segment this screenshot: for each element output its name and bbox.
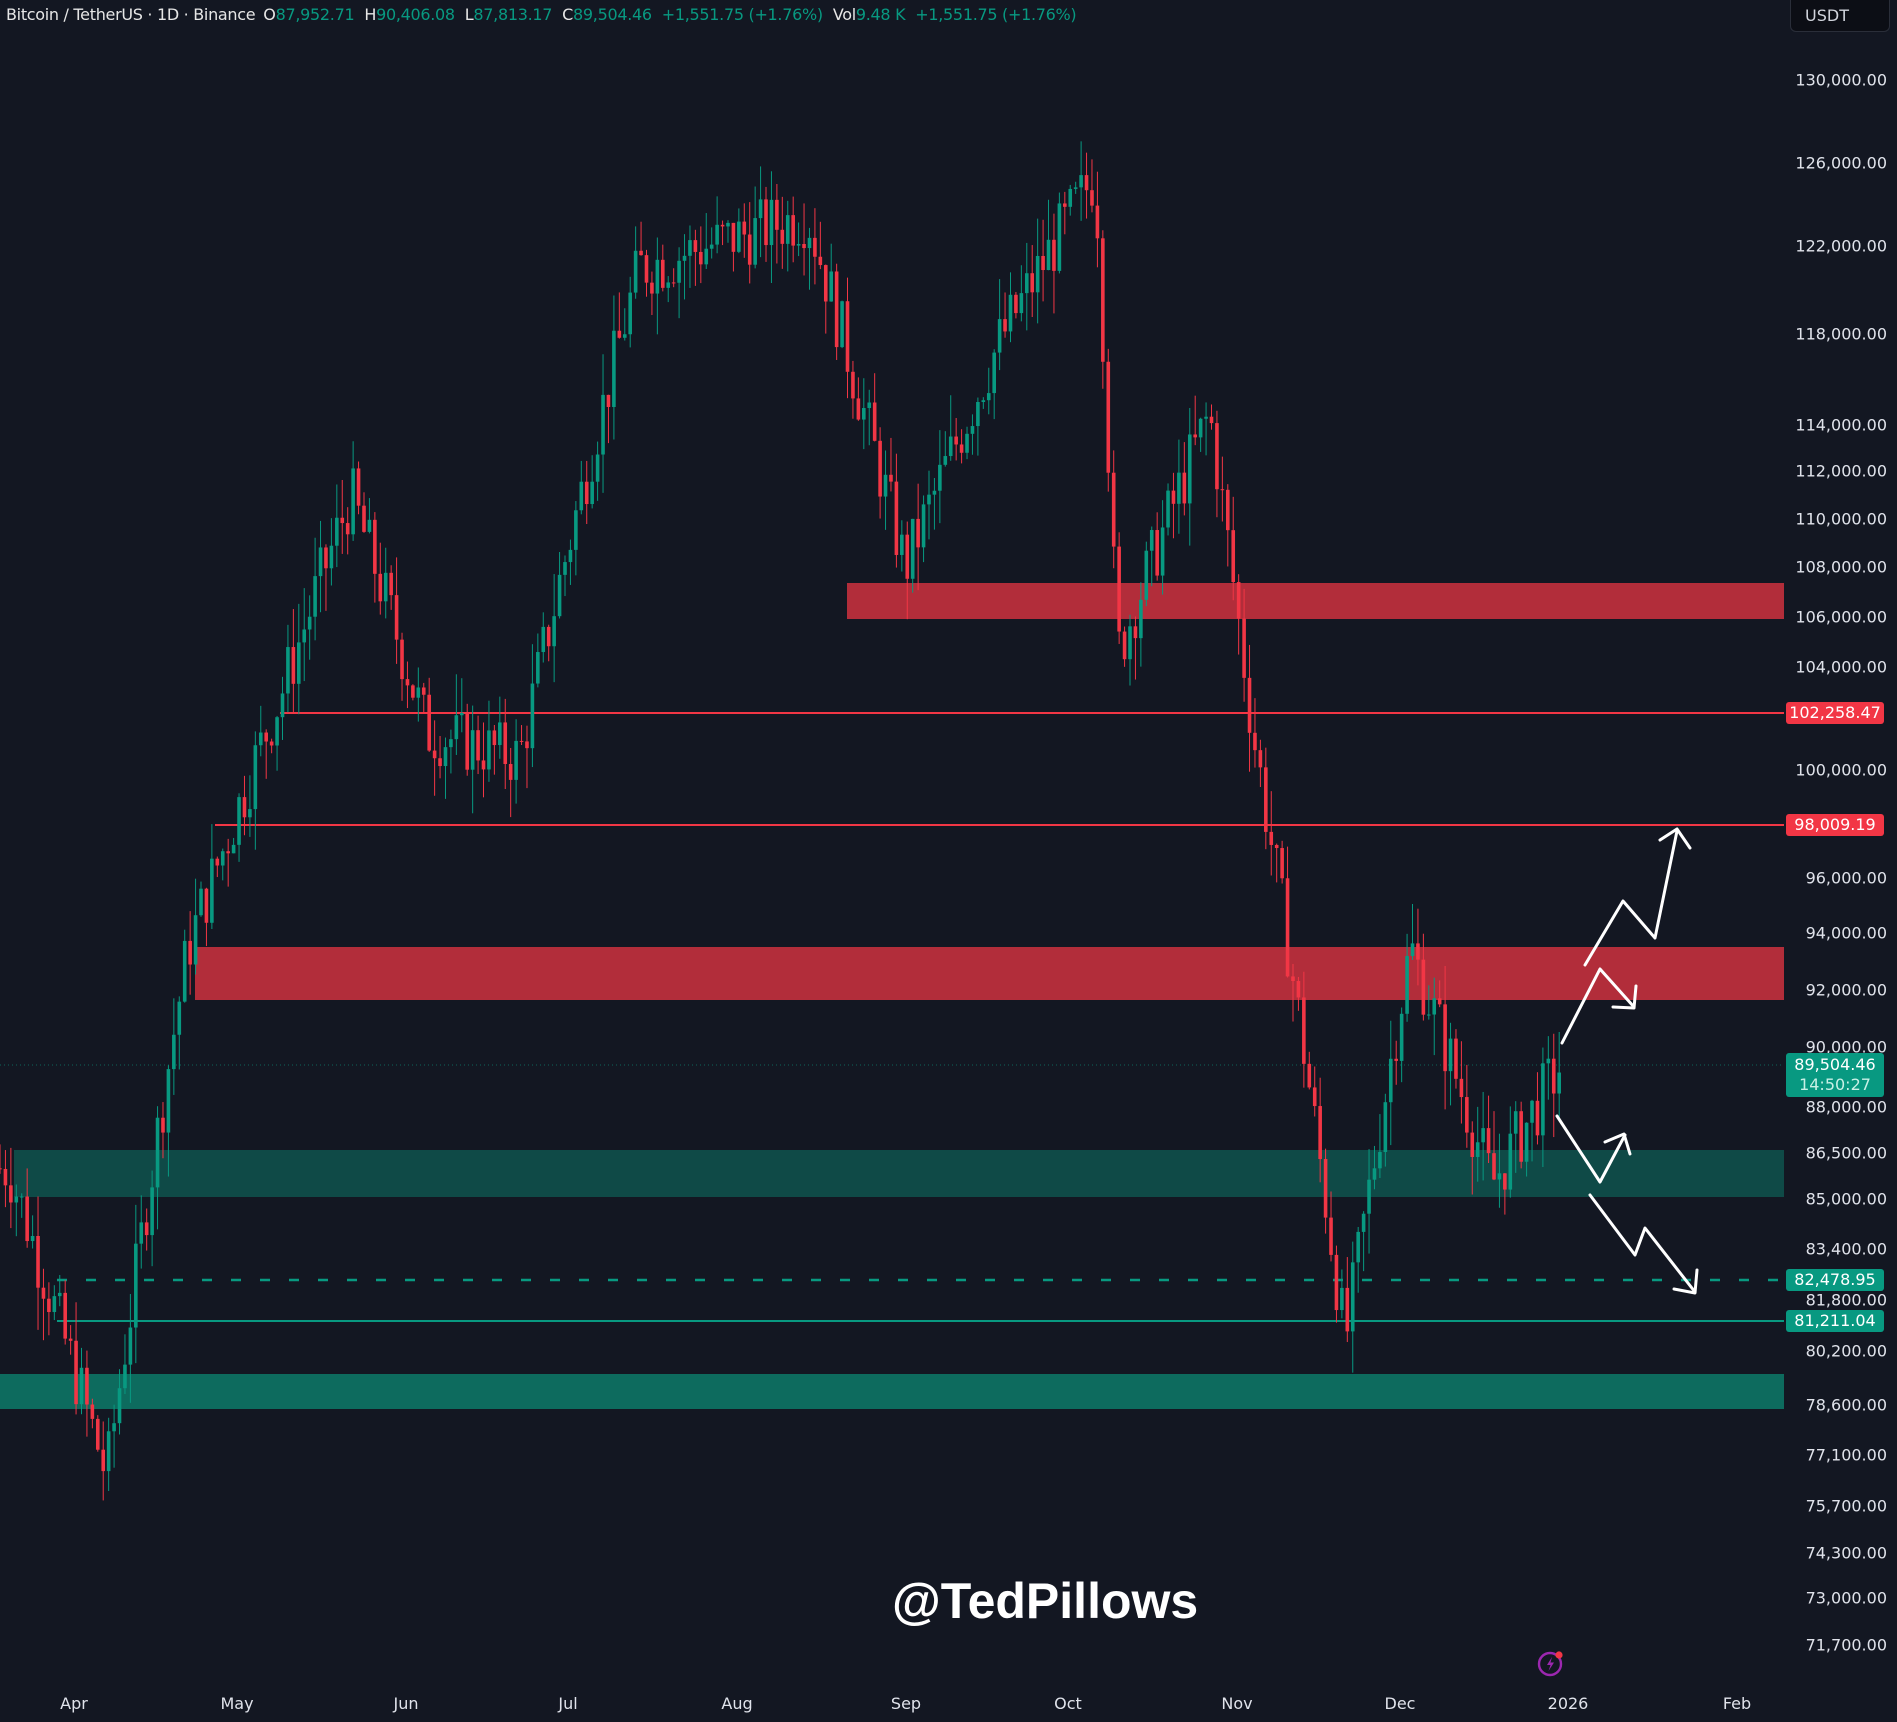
price-axis-tick: 106,000.00 [1795, 607, 1887, 627]
price-axis-tick: 86,500.00 [1805, 1143, 1887, 1163]
time-axis-label: May [220, 1694, 254, 1713]
time-axis-label: Apr [60, 1694, 88, 1713]
price-axis-tick: 114,000.00 [1795, 415, 1887, 435]
currency-selector[interactable]: USDT [1790, 0, 1890, 32]
price-axis-tick: 83,400.00 [1805, 1239, 1887, 1259]
bar-countdown: 14:50:27 [1799, 1075, 1871, 1094]
price-axis-tick: 73,000.00 [1805, 1588, 1887, 1608]
price-axis-tick: 130,000.00 [1795, 70, 1887, 90]
price-axis-tick: 118,000.00 [1795, 324, 1887, 344]
support-zone-upper[interactable] [14, 1150, 1784, 1197]
open-value: 87,952.71 [275, 4, 355, 24]
price-level-tag: 81,211.04 [1786, 1310, 1884, 1332]
price-axis-tick: 88,000.00 [1805, 1097, 1887, 1117]
time-axis-label: Sep [890, 1694, 922, 1713]
price-axis-tick: 81,800.00 [1805, 1290, 1887, 1310]
price-axis-tick: 75,700.00 [1805, 1496, 1887, 1516]
arrow-drop-to-82k-head [1672, 1268, 1699, 1295]
resistance-zone-upper[interactable] [847, 583, 1784, 619]
projection-arrows [1555, 827, 1699, 1295]
author-watermark: @TedPillows [892, 1573, 1199, 1629]
current-price-tag: 89,504.46 14:50:27 [1786, 1053, 1884, 1097]
price-level-tag: 98,009.19 [1786, 814, 1884, 836]
arrow-reject-92k [1560, 967, 1636, 1045]
arrow-bounce-86k-head [1603, 1132, 1632, 1156]
close-value: 89,504.46 [573, 4, 652, 24]
price-axis-tick: 78,600.00 [1805, 1395, 1887, 1415]
volume-value: 9.48 K [855, 4, 906, 24]
current-price-value: 89,504.46 [1794, 1055, 1876, 1074]
price-axis-tick: 92,000.00 [1805, 980, 1887, 1000]
price-axis-tick: 100,000.00 [1795, 760, 1887, 780]
price-axis-tick: 85,000.00 [1805, 1189, 1887, 1209]
price-axis-tick: 90,000.00 [1805, 1037, 1887, 1057]
price-axis-tick: 80,200.00 [1805, 1341, 1887, 1361]
symbol-header: Bitcoin / TetherUS · 1D · Binance O 87,95… [6, 2, 1086, 26]
resistance-zone-lower[interactable] [195, 947, 1784, 1000]
price-level-tag: 82,478.95 [1786, 1269, 1884, 1291]
price-axis-tick: 71,700.00 [1805, 1635, 1887, 1655]
time-axis-label: Feb [1722, 1694, 1752, 1713]
price-axis-tick: 112,000.00 [1795, 461, 1887, 481]
price-level-tag: 102,258.47 [1786, 702, 1884, 724]
high-label: H [364, 4, 377, 24]
symbol-title[interactable]: Bitcoin / TetherUS · 1D · Binance [6, 4, 256, 24]
low-value: 87,813.17 [473, 4, 553, 24]
open-label: O [263, 4, 276, 24]
high-value: 90,406.08 [376, 4, 455, 24]
time-axis-label: 2026 [1547, 1694, 1589, 1713]
arrow-up-to-98k-head [1658, 827, 1692, 850]
price-axis-tick: 104,000.00 [1795, 657, 1887, 677]
low-label: L [464, 4, 474, 24]
price-axis-tick: 94,000.00 [1805, 923, 1887, 943]
price-axis-tick: 74,300.00 [1805, 1543, 1887, 1563]
time-axis-label: Nov [1221, 1694, 1253, 1713]
close-label: C [562, 4, 574, 24]
lightning-alert-icon[interactable] [1536, 1648, 1566, 1678]
time-axis-label: Jun [393, 1694, 419, 1713]
volume-label: Vol [832, 4, 856, 24]
candlestick-series [0, 141, 1561, 1501]
support-zone-lower[interactable] [0, 1374, 1784, 1409]
price-axis-tick: 77,100.00 [1805, 1445, 1887, 1465]
arrow-drop-to-82k [1588, 1193, 1697, 1294]
change-value: +1,551.75 (+1.76%) [661, 4, 823, 24]
arrow-up-to-98k [1583, 829, 1679, 967]
time-axis-label: Aug [721, 1694, 753, 1713]
price-axis-tick: 108,000.00 [1795, 557, 1887, 577]
price-axis-tick: 122,000.00 [1795, 236, 1887, 256]
time-axis-label: Oct [1054, 1694, 1082, 1713]
price-axis-tick: 110,000.00 [1795, 509, 1887, 529]
arrow-reject-92k-head [1611, 984, 1638, 1010]
time-axis-label: Dec [1384, 1694, 1416, 1713]
arrow-bounce-86k [1555, 1114, 1627, 1184]
price-axis-tick: 96,000.00 [1805, 868, 1887, 888]
time-axis-label: Jul [558, 1694, 578, 1713]
volume-change: +1,551.75 (+1.76%) [915, 4, 1077, 24]
price-axis-tick: 126,000.00 [1795, 153, 1887, 173]
